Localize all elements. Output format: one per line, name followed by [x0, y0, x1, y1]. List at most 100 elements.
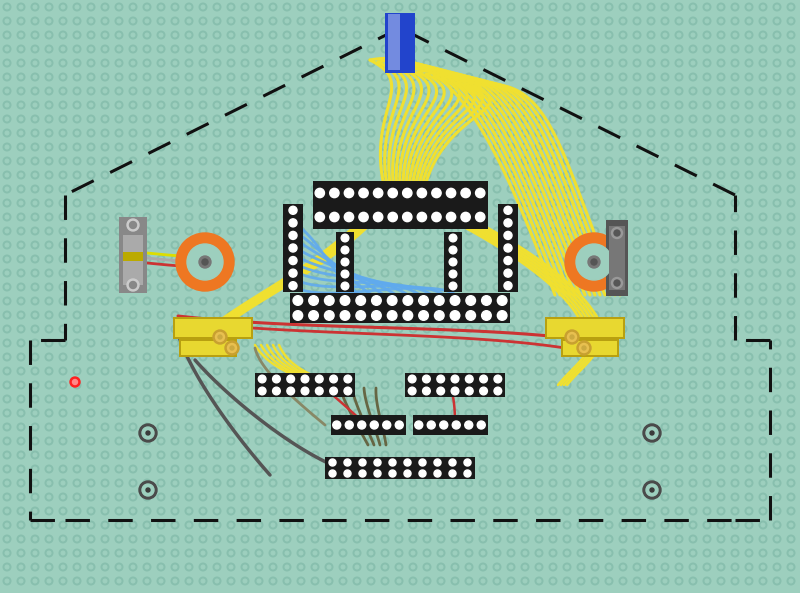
Circle shape [258, 89, 261, 93]
Circle shape [143, 199, 151, 207]
Circle shape [493, 325, 501, 333]
Circle shape [87, 171, 94, 179]
Circle shape [325, 507, 333, 515]
Circle shape [243, 285, 246, 289]
Circle shape [451, 59, 459, 67]
Circle shape [523, 509, 526, 513]
Circle shape [299, 523, 302, 527]
Circle shape [75, 201, 79, 205]
Circle shape [719, 33, 723, 37]
Circle shape [607, 89, 611, 93]
Circle shape [115, 241, 123, 249]
Circle shape [159, 453, 163, 457]
Circle shape [59, 535, 67, 543]
Circle shape [578, 549, 585, 557]
Circle shape [146, 215, 149, 219]
Circle shape [215, 201, 219, 205]
Circle shape [61, 411, 65, 415]
Circle shape [789, 327, 793, 331]
Circle shape [285, 579, 289, 583]
Circle shape [34, 369, 37, 373]
Circle shape [449, 282, 457, 290]
Circle shape [202, 537, 205, 541]
Circle shape [199, 507, 206, 515]
Circle shape [115, 31, 123, 39]
Circle shape [495, 495, 499, 499]
Circle shape [59, 353, 67, 361]
Circle shape [187, 551, 191, 555]
Circle shape [706, 257, 709, 261]
Circle shape [395, 45, 403, 53]
Circle shape [466, 199, 473, 207]
Circle shape [747, 187, 750, 191]
Circle shape [423, 395, 430, 403]
Circle shape [437, 395, 445, 403]
Circle shape [103, 33, 107, 37]
Circle shape [325, 395, 333, 403]
Circle shape [690, 115, 697, 123]
Circle shape [213, 297, 221, 305]
Circle shape [3, 339, 11, 347]
Circle shape [607, 271, 611, 275]
Circle shape [299, 369, 302, 373]
Circle shape [171, 395, 179, 403]
Circle shape [242, 269, 249, 277]
Circle shape [538, 579, 541, 583]
Circle shape [243, 61, 246, 65]
Circle shape [199, 563, 206, 571]
Circle shape [47, 439, 51, 443]
Circle shape [355, 243, 358, 247]
Circle shape [509, 75, 513, 79]
Circle shape [551, 33, 555, 37]
Circle shape [466, 325, 473, 333]
Circle shape [327, 229, 331, 233]
Circle shape [258, 537, 261, 541]
Circle shape [647, 59, 654, 67]
Circle shape [3, 143, 11, 151]
Circle shape [381, 269, 389, 277]
Circle shape [229, 271, 233, 275]
Circle shape [482, 271, 485, 275]
Circle shape [45, 521, 53, 529]
Circle shape [285, 19, 289, 23]
Circle shape [367, 199, 374, 207]
Circle shape [146, 145, 149, 149]
Circle shape [522, 227, 529, 235]
Circle shape [551, 187, 555, 191]
Circle shape [635, 355, 638, 359]
Circle shape [6, 299, 9, 303]
Circle shape [690, 479, 697, 487]
Circle shape [619, 59, 627, 67]
Circle shape [411, 229, 415, 233]
Circle shape [355, 341, 358, 345]
Circle shape [311, 423, 318, 431]
Circle shape [565, 19, 569, 23]
Circle shape [719, 327, 723, 331]
Circle shape [103, 551, 107, 555]
Circle shape [3, 129, 11, 137]
Circle shape [199, 409, 206, 417]
Circle shape [409, 381, 417, 389]
Circle shape [87, 283, 94, 291]
Circle shape [719, 299, 723, 303]
Circle shape [719, 537, 723, 541]
Circle shape [61, 495, 65, 499]
Circle shape [594, 145, 597, 149]
Circle shape [734, 145, 737, 149]
Circle shape [565, 285, 569, 289]
Circle shape [47, 271, 51, 275]
Circle shape [19, 299, 22, 303]
Circle shape [34, 523, 37, 527]
Circle shape [339, 171, 347, 179]
Circle shape [734, 89, 737, 93]
Circle shape [691, 467, 694, 471]
Circle shape [370, 131, 373, 135]
Circle shape [789, 523, 793, 527]
Circle shape [759, 129, 767, 137]
Circle shape [171, 577, 179, 585]
Circle shape [103, 145, 107, 149]
Circle shape [383, 187, 387, 191]
Circle shape [579, 187, 582, 191]
Circle shape [45, 185, 53, 193]
Circle shape [551, 467, 555, 471]
